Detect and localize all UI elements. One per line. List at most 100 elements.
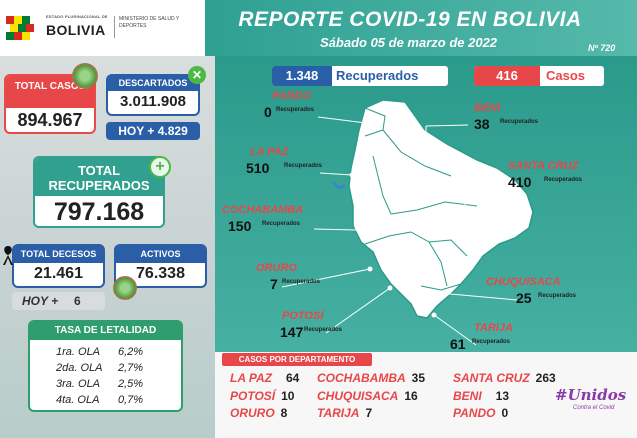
dept-value: 61 — [450, 336, 466, 352]
page-title: REPORTE COVID-19 EN BOLIVIA — [238, 8, 582, 31]
letalidad-row: 2da. OLA 2,7% — [56, 362, 143, 374]
casos-item-name: ORURO — [230, 406, 275, 420]
casos-item-name: SANTA CRUZ — [453, 371, 530, 385]
mourning-ribbon-icon — [3, 246, 13, 265]
casos-item-value: 16 — [404, 389, 418, 403]
ola-label: 1ra. OLA — [56, 346, 101, 358]
total-casos-card: TOTAL CASOS 894.967 — [4, 74, 96, 134]
total-decesos-card: TOTAL DECESOS 21.461 — [12, 244, 105, 288]
casos-item: TARIJA 7 — [317, 406, 372, 420]
total-decesos-label: TOTAL DECESOS — [14, 246, 103, 263]
letalidad-row: 3ra. OLA 2,5% — [56, 378, 143, 390]
header: ESTADO PLURINACIONAL DE BOLIVIA MINISTER… — [0, 0, 637, 56]
dept-unit: Recuperados — [544, 177, 583, 183]
recuperados-badge-value: 1.348 — [272, 66, 332, 86]
letalidad-row: 1ra. OLA 6,2% — [56, 346, 143, 358]
casos-item-name: LA PAZ — [230, 371, 272, 385]
dept-name: COCHABAMBA — [222, 204, 304, 216]
government-logo-area: ESTADO PLURINACIONAL DE BOLIVIA MINISTER… — [0, 0, 205, 56]
report-number: Nº 720 — [588, 43, 616, 53]
check-icon: ✕ — [188, 66, 206, 84]
casos-item: BENI 13 — [453, 389, 509, 403]
letalidad-row: 4ta. OLA 0,7% — [56, 394, 143, 406]
casos-badge: 416 Casos — [474, 66, 604, 86]
casos-item-value: 35 — [411, 371, 426, 385]
bottom-panel — [215, 352, 637, 438]
total-decesos-value: 21.461 — [34, 265, 83, 282]
dept-value: 147 — [280, 324, 304, 340]
virus-icon — [113, 276, 137, 300]
ola-value: 2,5% — [118, 378, 144, 390]
report-date: Sábado 05 de marzo de 2022 — [320, 35, 498, 50]
virus-icon — [72, 63, 98, 89]
casos-item-name: COCHABAMBA — [317, 371, 406, 385]
dept-name: TARIJA — [474, 322, 513, 334]
casos-item-value: 64 — [286, 371, 300, 385]
letalidad-card: TASA DE LETALIDAD 1ra. OLA 6,2% 2da. OLA 2… — [28, 320, 183, 412]
dept-unit: Recuperados — [262, 221, 301, 227]
casos-item-name: PANDO — [453, 406, 496, 420]
descartados-card: DESCARTADOS 3.011.908 — [106, 74, 200, 116]
title-band — [205, 0, 637, 56]
total-recuperados-value: 797.168 — [53, 198, 145, 226]
dept-name: BENI — [474, 102, 501, 114]
campaign-subtitle: Contra el Covid — [573, 405, 615, 411]
casos-item-value: 13 — [495, 389, 510, 403]
logo-subtitle: ESTADO PLURINACIONAL DE — [46, 14, 108, 19]
dept-name: SANTA CRUZ — [508, 160, 579, 172]
casos-item-value: 263 — [535, 371, 556, 385]
dept-unit: Recuperados — [304, 327, 343, 333]
dept-value: 38 — [474, 116, 490, 132]
activos-value: 76.338 — [136, 265, 185, 282]
lake-titicaca — [332, 181, 346, 190]
casos-item: ORURO 8 — [230, 406, 287, 420]
descartados-label: DESCARTADOS — [108, 76, 198, 91]
descartados-value: 3.011.908 — [120, 93, 186, 110]
hoy-decesos: HOY + 6 — [12, 292, 105, 310]
casos-item-value: 7 — [365, 406, 373, 420]
casos-item: PANDO 0 — [453, 406, 508, 420]
ola-label: 4ta. OLA — [56, 394, 100, 406]
dept-unit: Recuperados — [500, 119, 539, 125]
dept-unit: Recuperados — [472, 339, 511, 345]
dept-value: 410 — [508, 174, 532, 190]
casos-item: LA PAZ 64 — [230, 371, 299, 385]
casos-item-name: CHUQUISACA — [317, 389, 399, 403]
dept-value: 510 — [246, 160, 270, 176]
dept-name: LA PAZ — [250, 146, 289, 158]
ola-value: 6,2% — [118, 346, 144, 358]
casos-item: POTOSÍ 10 — [230, 389, 294, 403]
dept-unit: Recuperados — [276, 107, 315, 113]
casos-por-departamento-label: CASOS POR DEPARTAMENTO — [222, 353, 372, 366]
recuperados-badge: 1.348 Recuperados — [272, 66, 448, 86]
casos-item: SANTA CRUZ 263 — [453, 371, 556, 385]
hoy-decesos-label: HOY + — [22, 294, 59, 308]
activos-label: ACTIVOS — [116, 246, 205, 263]
dept-value: 0 — [264, 104, 272, 120]
total-casos-value: 894.967 — [17, 110, 83, 130]
dept-value: 25 — [516, 290, 532, 306]
ola-label: 2da. OLA — [56, 362, 103, 374]
total-recuperados-card: TOTAL RECUPERADOS 797.168 — [33, 156, 165, 228]
casos-item-value: 8 — [280, 406, 288, 420]
dept-unit: Recuperados — [282, 279, 321, 285]
hoy-descartados: HOY + 4.829 — [106, 122, 200, 140]
dept-name: CHUQUISACA — [486, 276, 561, 288]
letalidad-title: TASA DE LETALIDAD — [30, 322, 181, 340]
dept-unit: Recuperados — [538, 293, 577, 299]
casos-item-name: POTOSÍ — [230, 389, 276, 403]
ola-label: 3ra. OLA — [56, 378, 101, 390]
dept-name: PANDO — [272, 90, 311, 102]
dept-pando: PANDO 0 Recuperados — [264, 90, 328, 120]
casos-item-name: BENI — [453, 389, 482, 403]
casos-item-value: 0 — [501, 406, 509, 420]
casos-badge-value: 416 — [474, 66, 540, 86]
logo-title: BOLIVIA — [46, 22, 106, 38]
dept-name: POTOSÍ — [282, 310, 324, 322]
campaign-logo: #Unidos — [555, 386, 627, 404]
casos-item: COCHABAMBA 35 — [317, 371, 425, 385]
hoy-decesos-value: 6 — [74, 294, 81, 308]
dept-value: 7 — [270, 276, 278, 292]
